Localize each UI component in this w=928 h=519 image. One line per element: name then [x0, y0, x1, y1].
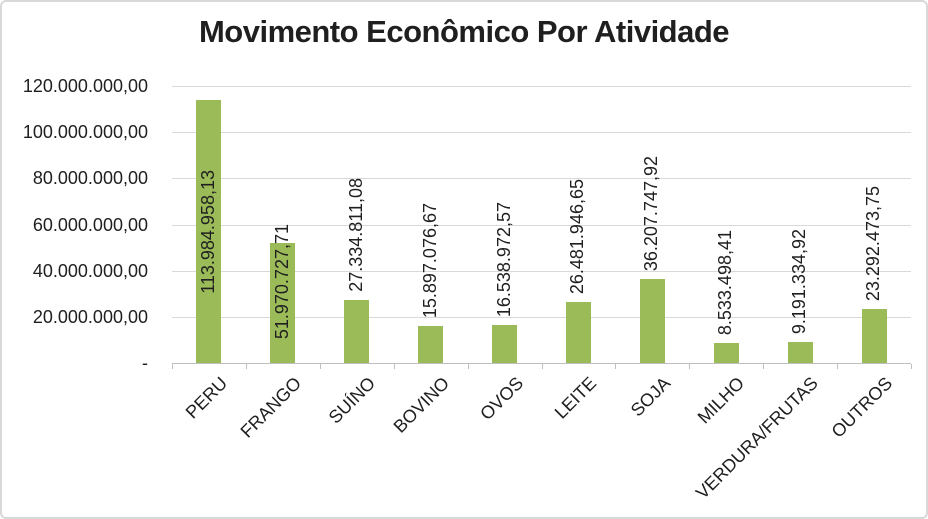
y-axis-tick-label: 100.000.000,00	[22, 122, 148, 142]
x-axis-tick	[689, 364, 690, 369]
bar[interactable]	[714, 343, 739, 363]
bar-value-label: 26.481.946,65	[567, 178, 587, 294]
category-label-wrap: OUTROS	[642, 373, 897, 442]
chart-title: Movimento Econômico Por Atividade	[198, 14, 730, 49]
gridline	[172, 132, 911, 133]
bar-value-label: 36.207.747,92	[641, 155, 661, 271]
x-axis-tick	[468, 364, 469, 369]
bar-value-label: 27.334.811,08	[346, 178, 366, 292]
bar[interactable]	[344, 300, 369, 363]
bar[interactable]	[196, 100, 221, 363]
gridline	[172, 271, 911, 272]
x-axis-tick	[615, 364, 616, 369]
gridline	[172, 225, 911, 226]
x-axis-tick	[911, 364, 912, 369]
bar-value-label: 23.292.473,75	[863, 185, 883, 301]
category-label: OUTROS	[827, 373, 897, 442]
y-axis-tick-label: 20.000.000,00	[32, 307, 148, 327]
x-axis-line	[172, 363, 911, 364]
x-axis-tick	[542, 364, 543, 369]
bar-value-label: 9.191.334,92	[789, 228, 809, 334]
bar[interactable]	[788, 342, 813, 363]
bar[interactable]	[418, 326, 443, 363]
gridline	[172, 178, 911, 179]
y-axis-tick-label: 60.000.000,00	[32, 215, 148, 235]
bar[interactable]	[492, 325, 517, 363]
bar-value-label: 51.970.727,71	[272, 223, 292, 339]
bar-value-label: 16.538.972,57	[494, 201, 514, 317]
gridline	[172, 317, 911, 318]
x-axis-tick	[320, 364, 321, 369]
bar-value-label-wrap: 113.984.958,13	[179, 100, 239, 363]
bar[interactable]	[566, 302, 591, 363]
y-axis-tick-label: 120.000.000,00	[22, 76, 148, 96]
bar[interactable]	[640, 279, 665, 363]
x-axis-tick	[172, 364, 173, 369]
bar[interactable]	[270, 243, 295, 363]
y-axis-tick-label: 40.000.000,00	[32, 261, 148, 281]
x-axis-tick	[246, 364, 247, 369]
x-axis-tick	[837, 364, 838, 369]
bar-value-label: 8.533.498,41	[715, 229, 735, 335]
bar-value-label: 113.984.958,13	[198, 169, 219, 294]
gridline	[172, 86, 911, 87]
y-axis-tick-label: 80.000.000,00	[32, 168, 148, 188]
bar[interactable]	[862, 309, 887, 363]
x-axis-tick	[763, 364, 764, 369]
y-axis-tick-label: -	[142, 353, 148, 373]
x-axis-tick	[394, 364, 395, 369]
bar-value-label: 15.897.076,67	[420, 202, 440, 318]
